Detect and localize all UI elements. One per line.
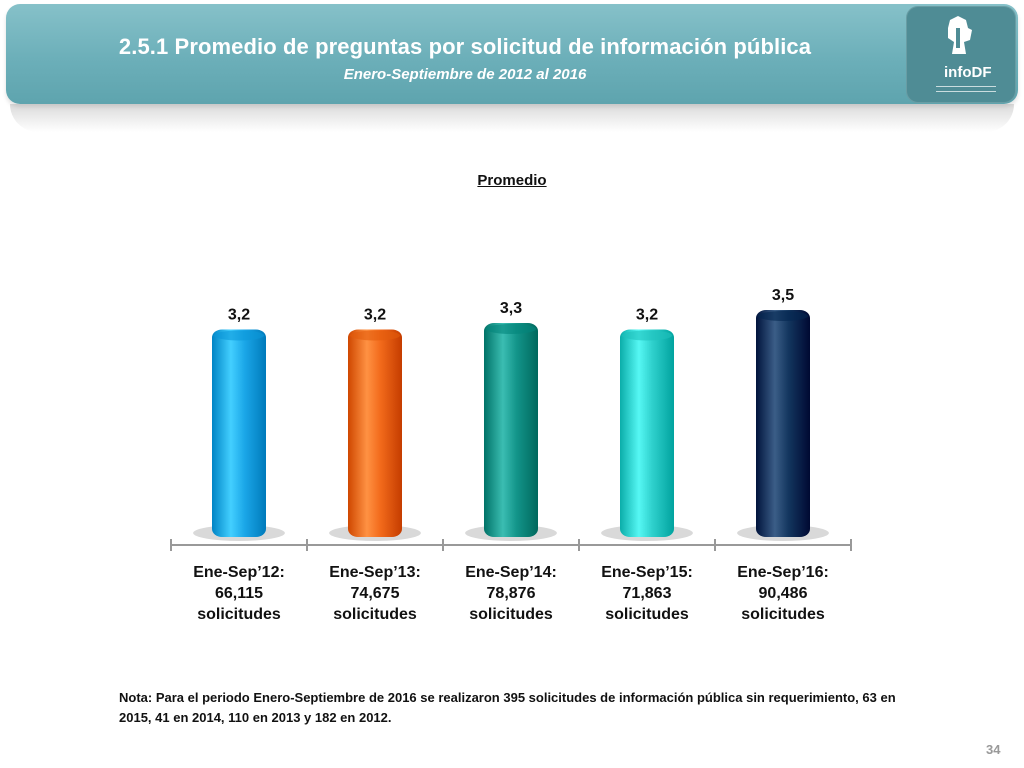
logo-text: infoDF xyxy=(944,64,992,81)
category-period: Ene-Sep’14: xyxy=(465,564,557,581)
bar-cap xyxy=(622,330,672,341)
bar-1 xyxy=(212,329,266,537)
value-label: 3,2 xyxy=(228,306,250,323)
logo-rule xyxy=(936,86,996,88)
bar-cap xyxy=(350,330,400,341)
category-count: 66,115 xyxy=(214,585,264,602)
category-period: Ene-Sep’12: xyxy=(193,564,285,581)
category-unit: solicitudes xyxy=(605,606,689,623)
monument-icon xyxy=(948,16,972,54)
bar-5 xyxy=(756,310,810,537)
header-shadow xyxy=(10,104,1014,132)
page-subtitle: Enero-Septiembre de 2012 al 2016 xyxy=(343,66,587,83)
bar-4 xyxy=(620,329,674,537)
category-count: 78,876 xyxy=(486,585,536,602)
bar-cap xyxy=(758,311,808,321)
footnote: Nota: Para el periodo Enero-Septiembre d… xyxy=(119,690,896,725)
page-title: 2.5.1 Promedio de preguntas por solicitu… xyxy=(118,34,812,59)
logo-rule xyxy=(936,91,996,93)
category-label: Ene-Sep’16: 90,486 solicitudes xyxy=(715,562,851,625)
value-label: 3,5 xyxy=(772,287,794,304)
page-number: 34 xyxy=(986,742,1001,757)
category-period: Ene-Sep’13: xyxy=(329,564,421,581)
category-label: Ene-Sep’13: 74,675 solicitudes xyxy=(307,562,443,625)
category-period: Ene-Sep’16: xyxy=(737,564,829,581)
category-count: 71,863 xyxy=(622,585,672,602)
chart-title: Promedio xyxy=(477,172,547,189)
bar-cap xyxy=(486,323,536,334)
category-unit: solicitudes xyxy=(469,606,553,623)
infodf-logo: infoDF xyxy=(906,6,1016,103)
category-label: Ene-Sep’12: 66,115 solicitudes xyxy=(171,562,307,625)
category-label: Ene-Sep’15: 71,863 solicitudes xyxy=(579,562,715,625)
category-label: Ene-Sep’14: 78,876 solicitudes xyxy=(443,562,579,625)
category-count: 90,486 xyxy=(758,585,808,602)
bar-cap xyxy=(214,330,264,341)
header-banner: 2.5.1 Promedio de preguntas por solicitu… xyxy=(6,4,1018,104)
bar-2 xyxy=(348,329,402,537)
category-period: Ene-Sep’15: xyxy=(601,564,693,581)
category-unit: solicitudes xyxy=(333,606,417,623)
category-unit: solicitudes xyxy=(197,606,281,623)
value-label: 3,2 xyxy=(636,306,658,323)
category-count: 74,675 xyxy=(350,585,400,602)
value-label: 3,3 xyxy=(500,300,522,317)
bar-3 xyxy=(484,322,538,537)
value-label: 3,2 xyxy=(364,306,386,323)
category-unit: solicitudes xyxy=(741,606,825,623)
